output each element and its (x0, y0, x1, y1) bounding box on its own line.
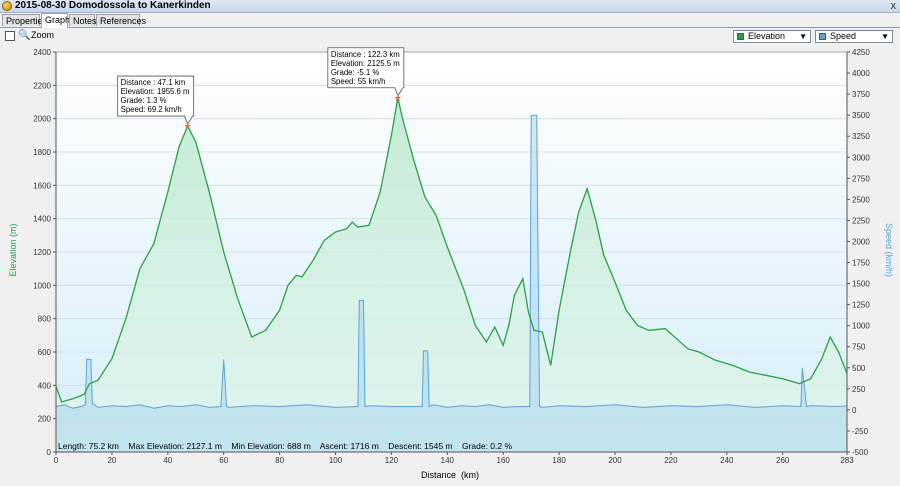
y-tick-label-right: 3250 (852, 132, 870, 141)
x-tick-label: 40 (163, 456, 172, 465)
chevron-down-icon: ▼ (881, 32, 889, 41)
x-tick-label: 20 (107, 456, 116, 465)
callout-box (117, 75, 195, 125)
axes: 0200400600800100012001400160018002000220… (33, 48, 870, 465)
callout-text: Grade: -5.1 % (331, 68, 380, 77)
y-tick-label-left: 200 (38, 415, 52, 424)
y-tick-label-right: 1750 (852, 259, 870, 268)
graph-toolbar: 🔍 Zoom Elevation ▼ Speed ▼ (0, 28, 900, 45)
tab-notes[interactable]: Notes (69, 14, 97, 26)
callout-text: Elevation: 2125.5 m (331, 59, 400, 68)
x-tick-label: 283 (840, 456, 854, 465)
chevron-down-icon: ▼ (799, 32, 807, 41)
y-tick-label-left: 400 (38, 381, 52, 390)
y-tick-label-left: 2200 (33, 81, 51, 90)
title-bar: 2015-08-30 Domodossola to Kanerkinden x (0, 0, 900, 13)
tab-bar: Properties Graph Notes References (0, 13, 900, 28)
peak-marker-icon: ★ (394, 93, 402, 103)
speed-series-line (55, 114, 848, 409)
y-tick-label-right: 3500 (852, 111, 870, 120)
y-tick-label-right: 1250 (852, 301, 870, 310)
y-tick-label-right: 2500 (852, 195, 870, 204)
y-tick-label-right: 250 (852, 385, 866, 394)
speed-color-swatch (819, 33, 826, 40)
close-icon[interactable]: x (890, 0, 897, 12)
callout-text: Elevation: 1955.6 m (121, 87, 190, 96)
y-tick-label-right: 4250 (852, 48, 870, 57)
callout-text: Speed: 55 km/h (331, 77, 386, 86)
x-tick-label: 140 (441, 456, 455, 465)
peak-marker-icon: ★ (184, 121, 192, 131)
elevation-select-label: Elevation (748, 31, 786, 41)
y-tick-label-left: 800 (38, 315, 52, 324)
tab-references[interactable]: References (96, 14, 146, 26)
callout-text: Grade: 1.3 % (121, 96, 167, 105)
y-tick-label-right: 3000 (852, 153, 870, 162)
x-tick-label: 240 (720, 456, 734, 465)
y-axis-label-left: Elevation (m) (8, 223, 18, 276)
app-globe-icon (2, 1, 12, 11)
y-tick-label-right: 2250 (852, 216, 870, 225)
elevation-speed-chart[interactable]: 0200400600800100012001400160018002000220… (0, 45, 900, 486)
y-tick-label-right: 500 (852, 364, 866, 373)
x-tick-label: 80 (275, 456, 284, 465)
y-tick-label-right: 2000 (852, 237, 870, 246)
summary-bar: Length: 75.2 km Max Elevation: 2127.1 m … (58, 441, 512, 451)
y-tick-label-left: 0 (47, 448, 52, 457)
x-tick-label: 60 (219, 456, 228, 465)
x-tick-label: 120 (385, 456, 399, 465)
y-tick-label-left: 2000 (33, 115, 51, 124)
y-tick-label-left: 2400 (33, 48, 51, 57)
y-tick-label-left: 1600 (33, 181, 51, 190)
zoom-label: Zoom (31, 30, 55, 40)
y-tick-label-right: 4000 (852, 69, 870, 78)
track-summary: Length: 75.2 km Max Elevation: 2127.1 m … (58, 441, 512, 451)
zoom-checkbox[interactable] (5, 31, 15, 41)
elevation-series-select[interactable]: Elevation ▼ (733, 30, 811, 43)
callout-text: Distance : 47.1 km (121, 78, 186, 87)
y-tick-label-right: 1000 (852, 322, 870, 331)
x-tick-label: 100 (329, 456, 343, 465)
y-tick-label-right: 0 (852, 406, 857, 415)
y-tick-label-right: 1500 (852, 280, 870, 289)
x-tick-label: 180 (552, 456, 566, 465)
y-axis-label-right: Speed (km/h) (884, 223, 894, 277)
x-tick-label: 260 (776, 456, 790, 465)
y-tick-label-left: 1800 (33, 148, 51, 157)
speed-series-group (55, 114, 848, 452)
y-tick-label-right: 2750 (852, 174, 870, 183)
y-tick-label-right: 750 (852, 343, 866, 352)
callout-box (327, 47, 405, 97)
x-tick-label: 0 (54, 456, 59, 465)
elevation-series-line (55, 97, 848, 403)
tab-graph[interactable]: Graph (41, 13, 70, 28)
speed-select-label: Speed (830, 31, 857, 41)
x-tick-label: 200 (608, 456, 622, 465)
y-tick-label-right: -250 (852, 427, 869, 436)
speed-area-fill (56, 115, 847, 452)
x-tick-label: 160 (497, 456, 511, 465)
x-tick-label: 220 (664, 456, 678, 465)
y-tick-label-left: 600 (38, 348, 52, 357)
window-title: 2015-08-30 Domodossola to Kanerkinden (15, 0, 211, 11)
elevation-area-fill (56, 97, 847, 453)
magnifier-icon: 🔍 (18, 30, 31, 41)
y-tick-label-right: 3750 (852, 90, 870, 99)
y-tick-label-left: 1200 (33, 248, 51, 257)
tab-properties[interactable]: Properties (2, 14, 47, 26)
y-tick-label-right: -500 (852, 448, 869, 457)
callout-text: Distance : 122.3 km (331, 50, 400, 59)
callout-text: Speed: 69.2 km/h (121, 105, 182, 114)
y-tick-label-left: 1000 (33, 281, 51, 290)
speed-series-select[interactable]: Speed ▼ (815, 30, 893, 43)
x-axis-label: Distance (km) (421, 470, 479, 480)
elevation-color-swatch (737, 33, 744, 40)
y-tick-label-left: 1400 (33, 215, 51, 224)
